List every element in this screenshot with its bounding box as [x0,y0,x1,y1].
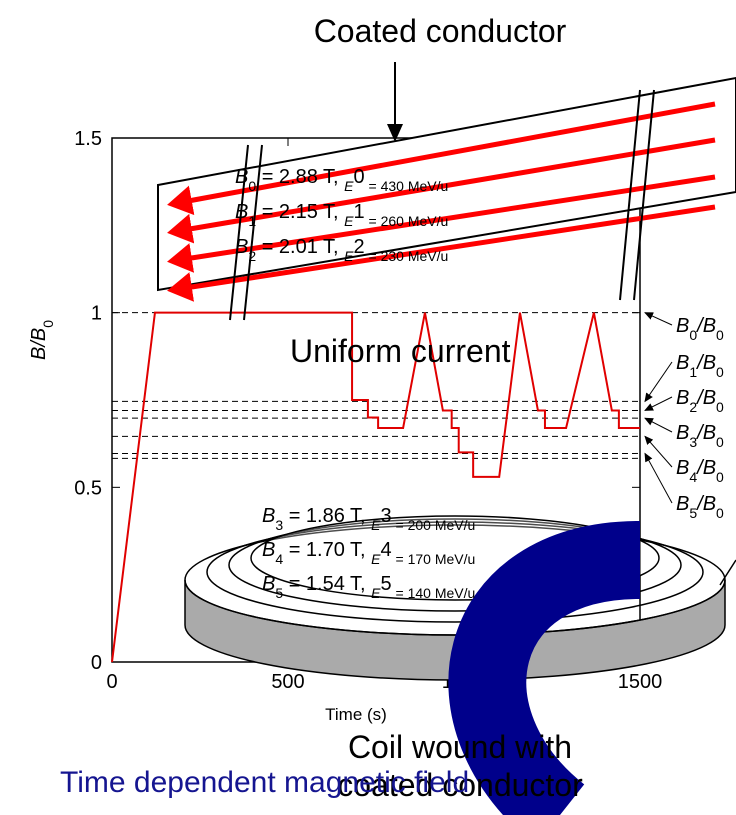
text-part: 2 [354,236,365,258]
label: B4/B0 [676,457,724,485]
text-part: 1 [354,201,365,223]
label-uniform-current: Uniform current [290,333,511,369]
pointer [645,453,672,503]
x-tick-label: 1500 [618,671,663,693]
text-part: B [235,166,248,188]
label: B/B0 [28,320,56,360]
text-part: 5 [381,573,392,595]
text-part: B [235,236,248,258]
text-part: B [235,201,248,223]
subscript: 5 [275,585,283,601]
label-coil: Coil wound with [348,729,572,765]
text-part: /B [695,387,716,409]
y-tick-label: 1.5 [74,128,102,150]
subscript: 0 [716,505,724,521]
x-axis-label: Time (s) [325,705,387,724]
text-part: B [676,457,689,479]
subscript: 5 [689,505,697,521]
text-part: = 2.88 T, [256,166,344,188]
subscript: 3 [689,434,697,450]
subscript: 2 [248,248,256,264]
label-coated-conductor: Coated conductor [314,13,567,49]
subscript: 1 [248,213,256,229]
subscript: 0 [716,434,724,450]
text-part: /B [695,493,716,515]
text-part: B [262,505,275,527]
label: B2/B0 [676,387,724,415]
text-part: = 2.15 T, [256,201,344,223]
pointer [645,313,672,325]
subscript: 0 [716,364,724,380]
pointer [645,362,672,401]
subscript: 4 [275,551,283,567]
subscript: = 140 MeV/u [392,585,476,601]
x-tick-label: 500 [271,671,304,693]
subscript: 3 [275,517,283,533]
text-part: /B [695,315,716,337]
subscript: 0 [716,399,724,415]
subscript: 2 [689,399,697,415]
chart: 05001000150000.511.5Time (s)B/B0 Coated … [0,0,736,815]
label: B5/B0 [676,493,724,521]
text-part: B [676,422,689,444]
text-part: /B [695,422,716,444]
subscript: 1 [689,364,697,380]
label: B3/B0 [676,422,724,450]
subscript: 0 [716,327,724,343]
text-part: = 1.70 T, [283,539,371,561]
text-part: B [262,539,275,561]
text-part: 4 [381,539,392,561]
y-tick-label: 0.5 [74,477,102,499]
text-part: /B [695,457,716,479]
subscript: = 170 MeV/u [392,551,476,567]
text-part: B [676,315,689,337]
tape-drawing [158,78,736,320]
text-part: B/B [28,328,50,360]
subscript: 0 [689,327,697,343]
subscript: = 260 MeV/u [365,213,449,229]
text-part: B [262,573,275,595]
subscript: 0 [248,178,256,194]
subscript: 0 [40,320,56,328]
text-part: B [676,387,689,409]
text-part: B [676,352,689,374]
subscript: = 430 MeV/u [365,178,449,194]
text-part: /B [695,352,716,374]
text-part: 0 [354,166,365,188]
subscript: 0 [716,469,724,485]
subscript: 4 [689,469,697,485]
y-tick-label: 1 [91,303,102,325]
y-tick-label: 0 [91,652,102,674]
text-part: 3 [381,505,392,527]
label: B1/B0 [676,352,724,380]
text-part: = 2.01 T, [256,236,344,258]
pointer [645,397,672,410]
text-part: = 1.54 T, [283,573,371,595]
label-time-dependent: Time dependent magnetic field [60,766,469,799]
text-part: = 1.86 T, [283,505,371,527]
page: {"chart_data": {"type": "line", "xlabel"… [0,0,736,815]
subscript: = 200 MeV/u [392,517,476,533]
text-part: B [676,493,689,515]
pointer [645,418,672,432]
subscript: = 230 MeV/u [365,248,449,264]
pointer [645,436,672,467]
label: B0/B0 [676,315,724,343]
x-tick-label: 0 [106,671,117,693]
